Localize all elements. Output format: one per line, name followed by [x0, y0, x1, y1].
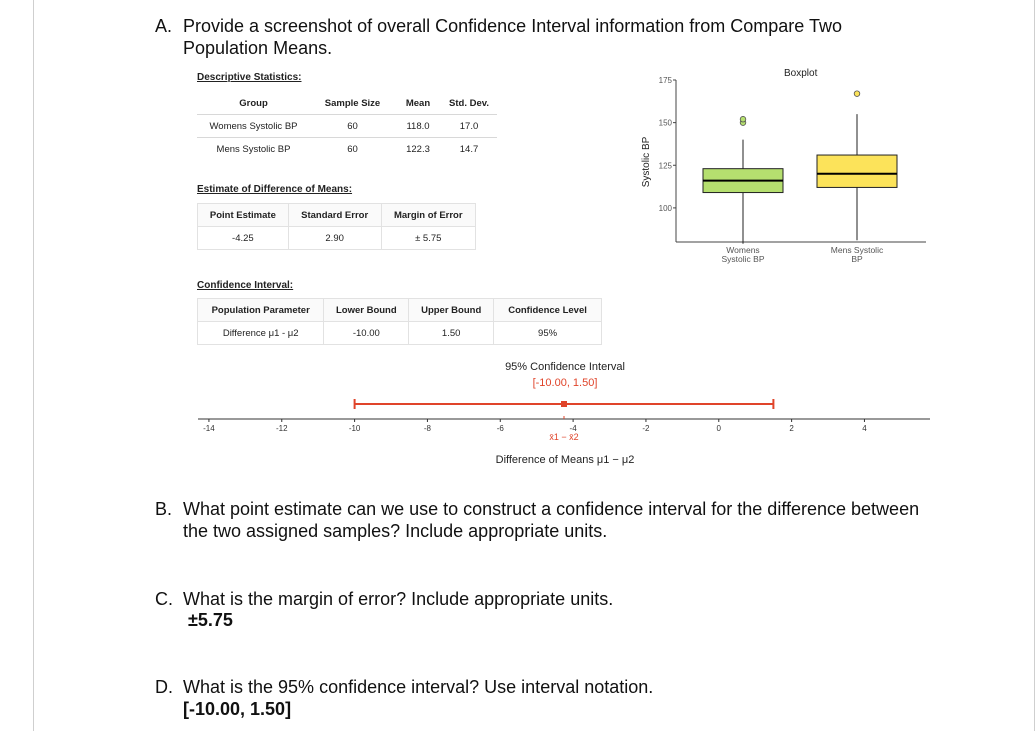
- margin-of-error-value: ± 5.75: [380, 226, 477, 250]
- question-b-letter: B.: [155, 499, 173, 519]
- page-border-right: [1034, 0, 1035, 731]
- table-header-row: Point Estimate Standard Error Margin of …: [197, 203, 477, 227]
- interval-axis-tick-label: -12: [276, 424, 288, 433]
- question-d-answer: [-10.00, 1.50]: [183, 699, 292, 719]
- column-header: Lower Bound: [323, 298, 410, 322]
- page-border-left: [33, 0, 34, 731]
- confidence-interval-title: Confidence Interval:: [197, 280, 294, 291]
- upper-bound-value: 1.50: [408, 321, 495, 345]
- table-row: Womens Systolic BP 60 118.0 17.0: [197, 114, 497, 138]
- column-header: Point Estimate: [197, 203, 289, 227]
- interval-chart-x-axis-label: Difference of Means μ1 − μ2: [496, 454, 635, 466]
- table-cell: 122.3: [395, 137, 441, 160]
- confidence-interval-table: Population Parameter Lower Bound Upper B…: [196, 298, 602, 345]
- question-d-letter: D.: [155, 677, 173, 697]
- column-header: Sample Size: [324, 97, 381, 109]
- boxplot-box: [816, 154, 898, 188]
- interval-axis-tick-label: -4: [570, 424, 578, 433]
- interval-axis-tick-label: -2: [642, 424, 650, 433]
- column-header: Mean: [405, 97, 431, 109]
- question-c-letter: C.: [155, 589, 173, 609]
- boxplot-y-axis-label: Systolic BP: [641, 136, 652, 187]
- table-header-row: Population Parameter Lower Bound Upper B…: [196, 298, 602, 322]
- boxplot-category-label: Womens: [726, 245, 759, 255]
- question-a-text-line1: Provide a screenshot of overall Confiden…: [183, 16, 842, 36]
- interval-axis-tick-label: -10: [349, 424, 361, 433]
- boxplot-category-label: Mens Systolic: [831, 245, 884, 255]
- interval-chart-title: 95% Confidence Interval: [505, 361, 625, 373]
- lower-bound-value: -10.00: [323, 321, 410, 345]
- table-cell: 60: [310, 137, 395, 160]
- table-cell: 60: [310, 114, 395, 138]
- question-a-letter: A.: [155, 16, 173, 36]
- question-a: A. Provide a screenshot of overall Confi…: [155, 15, 1015, 61]
- table-cell: Womens Systolic BP: [197, 114, 310, 138]
- point-estimate-value: -4.25: [197, 226, 289, 250]
- standard-error-value: 2.90: [287, 226, 382, 250]
- question-b: B. What point estimate can we use to con…: [155, 498, 1015, 544]
- column-header: Standard Error: [287, 203, 382, 227]
- question-d-text: What is the 95% confidence interval? Use…: [183, 677, 654, 697]
- interval-axis-tick-label: 2: [789, 424, 794, 433]
- table-cell: Mens Systolic BP: [197, 137, 310, 160]
- table-cell: 118.0: [395, 114, 441, 138]
- difference-title: Estimate of Difference of Means:: [197, 184, 353, 195]
- boxplot-category-label: Systolic BP: [722, 254, 765, 264]
- column-header: Population Parameter: [196, 298, 325, 322]
- boxplot-outlier: [853, 90, 861, 97]
- question-c-text: What is the margin of error? Include app…: [183, 589, 614, 609]
- table-cell: 14.7: [441, 137, 497, 160]
- table-row: Difference μ1 - μ2 -10.00 1.50 95%: [196, 321, 602, 345]
- column-header: Confidence Level: [493, 298, 602, 322]
- boxplot-y-tick-label: 125: [659, 161, 673, 170]
- population-parameter-value: Difference μ1 - μ2: [196, 321, 325, 345]
- interval-axis-tick-label: -8: [424, 424, 432, 433]
- interval-chart-subtitle: [-10.00, 1.50]: [533, 377, 598, 389]
- boxplot-title: Boxplot: [784, 68, 818, 79]
- boxplot-category-label: BP: [851, 254, 863, 264]
- table-row: Mens Systolic BP 60 122.3 14.7: [197, 137, 497, 160]
- boxplot-y-tick-label: 150: [659, 119, 673, 128]
- boxplot-y-tick-label: 100: [659, 204, 673, 213]
- question-c-answer: ±5.75: [188, 610, 233, 630]
- difference-table: Point Estimate Standard Error Margin of …: [197, 203, 477, 250]
- question-b-text-line2: the two assigned samples? Include approp…: [183, 521, 608, 541]
- boxplot-outlier: [739, 116, 747, 123]
- question-d: D. What is the 95% confidence interval? …: [155, 676, 1015, 698]
- question-b-text-line1: What point estimate can we use to constr…: [183, 499, 920, 519]
- table-header-row: Group Sample Size Mean Std. Dev.: [197, 92, 497, 115]
- interval-point-label: x̄1 − x̄2: [549, 432, 578, 442]
- interval-axis-tick-label: 4: [862, 424, 867, 433]
- table-row: -4.25 2.90 ± 5.75: [197, 226, 477, 250]
- interval-point-estimate: [561, 401, 567, 407]
- interval-axis-tick-label: -6: [497, 424, 505, 433]
- interval-axis-tick-label: 0: [717, 424, 722, 433]
- interval-axis-tick-label: -14: [203, 424, 215, 433]
- question-c: C. What is the margin of error? Include …: [155, 588, 1015, 610]
- question-a-text-line2: Population Means.: [183, 38, 333, 58]
- column-header: Upper Bound: [408, 298, 495, 322]
- interval-chart: 95% Confidence Interval [-10.00, 1.50] -…: [198, 361, 930, 466]
- boxplot-y-tick-label: 175: [659, 76, 673, 85]
- column-header: Margin of Error: [380, 203, 477, 227]
- column-header: Group: [239, 97, 268, 109]
- descriptive-stats-title: Descriptive Statistics:: [197, 72, 302, 83]
- descriptive-stats-table: Group Sample Size Mean Std. Dev. Womens …: [197, 92, 497, 160]
- table-cell: 17.0: [441, 114, 497, 138]
- confidence-level-value: 95%: [493, 321, 602, 345]
- column-header: Std. Dev.: [449, 97, 489, 109]
